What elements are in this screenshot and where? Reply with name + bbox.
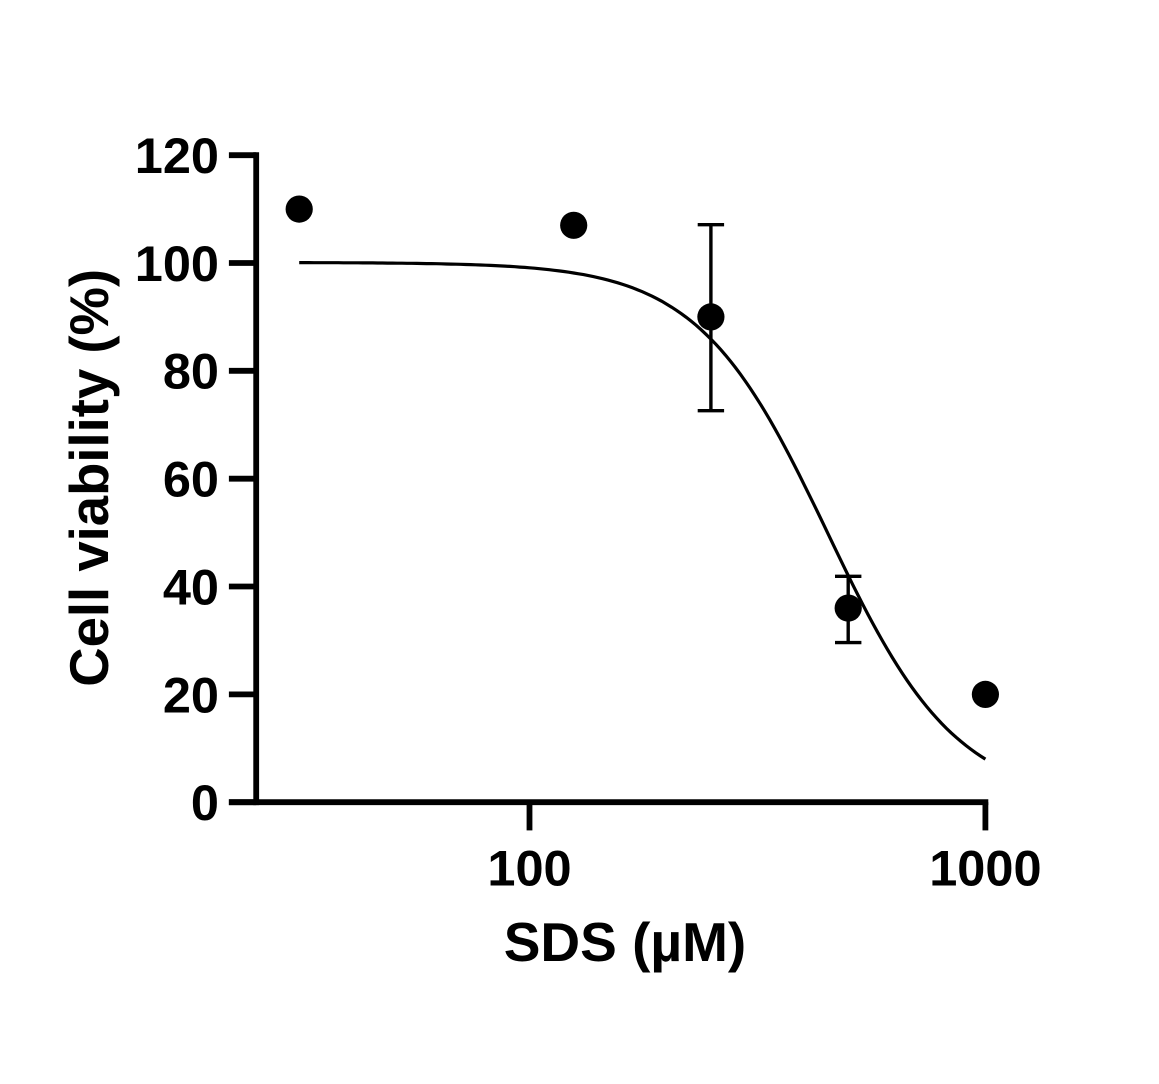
svg-text:120: 120 xyxy=(135,127,219,184)
svg-text:Cell viability (%): Cell viability (%) xyxy=(59,269,120,687)
svg-text:60: 60 xyxy=(163,451,219,508)
svg-text:80: 80 xyxy=(163,343,219,400)
svg-text:20: 20 xyxy=(163,666,219,723)
svg-text:0: 0 xyxy=(191,774,219,831)
svg-text:100: 100 xyxy=(487,840,571,897)
svg-text:SDS (µM): SDS (µM) xyxy=(504,911,747,973)
svg-text:100: 100 xyxy=(135,235,219,292)
svg-text:1000: 1000 xyxy=(929,840,1041,897)
svg-text:40: 40 xyxy=(163,558,219,615)
